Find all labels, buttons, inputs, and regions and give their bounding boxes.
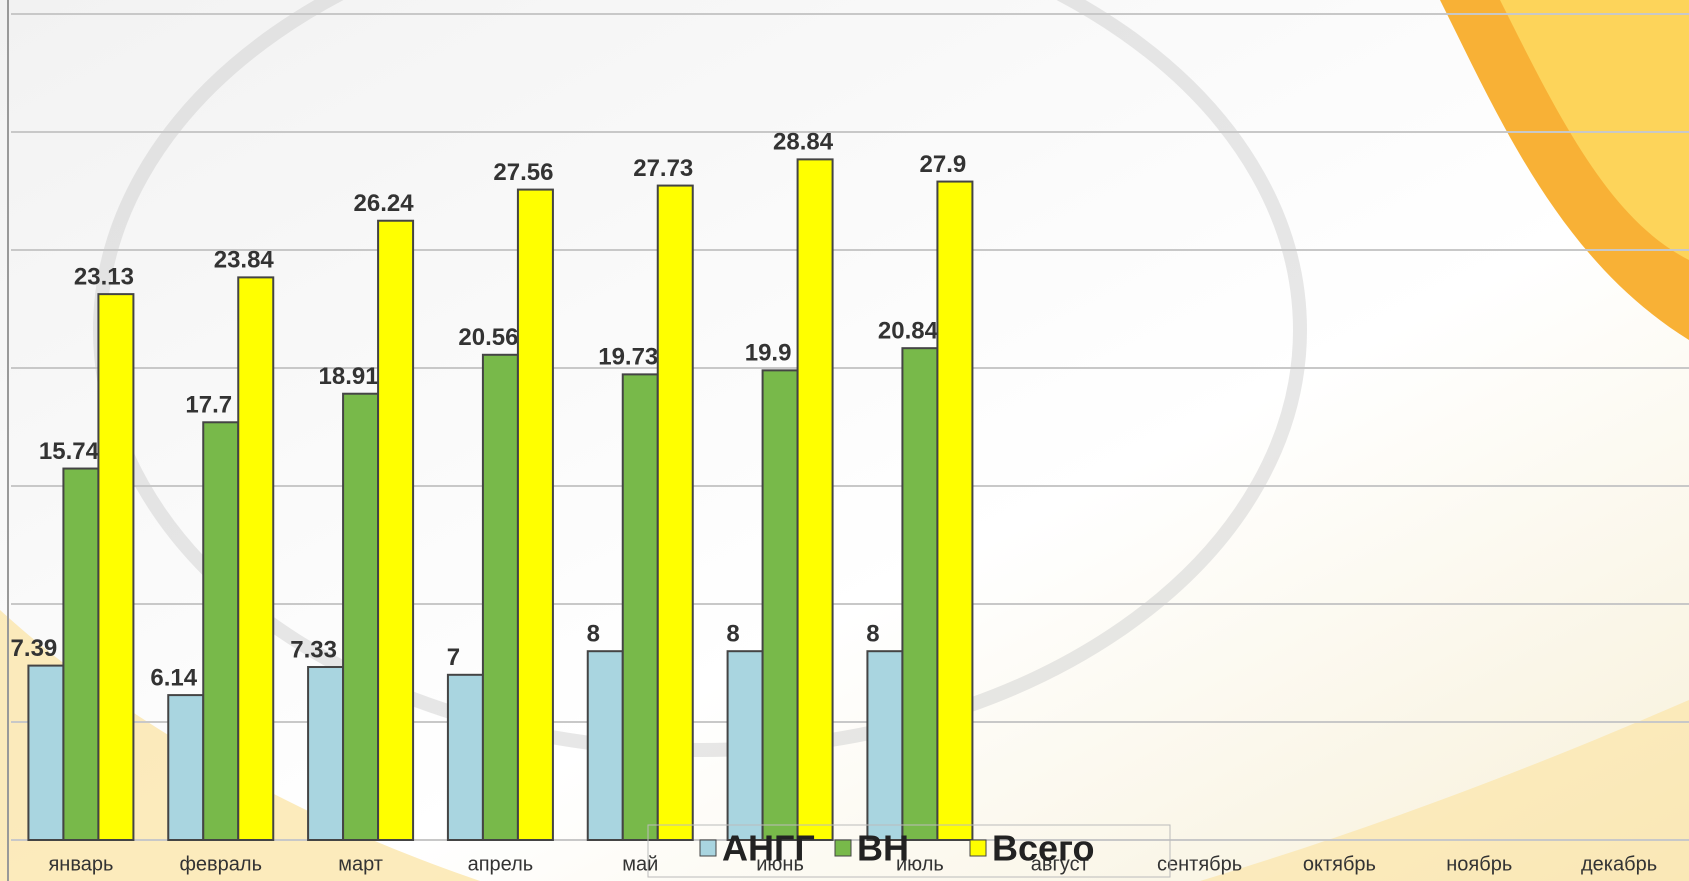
value-label: 23.13: [74, 263, 134, 290]
x-tick-label: ноябрь: [1446, 853, 1512, 875]
bar: [586, 650, 624, 842]
bar: [516, 188, 554, 842]
bar: [377, 219, 415, 841]
value-label: 7.33: [290, 636, 337, 663]
x-tick-label: март: [338, 853, 383, 875]
x-tick-label: август: [1031, 853, 1089, 875]
x-tick-label: май: [622, 853, 658, 875]
x-tick-label: февраль: [179, 853, 262, 875]
bar: [27, 664, 65, 842]
value-label: 19.9: [745, 340, 792, 367]
decor-swoosh: [1500, 0, 1689, 260]
value-label: 7: [447, 644, 460, 671]
value-label: 27.56: [493, 159, 553, 186]
bar: [621, 373, 659, 841]
x-tick-label: декабрь: [1581, 853, 1657, 875]
value-label: 8: [587, 621, 600, 648]
value-label: 6.14: [150, 664, 197, 691]
bar: [656, 184, 694, 841]
value-label: 26.24: [354, 190, 415, 217]
bar: [202, 421, 240, 841]
value-label: 28.84: [773, 129, 834, 156]
value-label: 20.56: [458, 324, 518, 351]
value-label: 19.73: [598, 344, 658, 371]
legend-label: АНГГ: [722, 828, 815, 869]
value-label: 20.84: [878, 318, 939, 345]
legend-label: ВН: [857, 828, 909, 869]
value-label: 27.73: [633, 155, 693, 182]
bar: [936, 180, 974, 841]
bar: [481, 353, 519, 841]
bar: [446, 673, 484, 841]
value-label: 7.39: [11, 635, 58, 662]
value-label: 23.84: [214, 247, 275, 274]
value-label: 8: [866, 621, 879, 648]
bar: [342, 392, 380, 841]
legend-swatch: [699, 839, 717, 857]
x-tick-label: октябрь: [1303, 853, 1376, 875]
bar: [62, 467, 100, 841]
legend-swatch: [834, 839, 852, 857]
bar: [796, 158, 834, 842]
value-label: 8: [726, 621, 739, 648]
x-tick-label: июнь: [756, 853, 804, 875]
legend-swatch: [969, 839, 987, 857]
bar: [97, 293, 135, 841]
value-label: 27.9: [920, 151, 967, 178]
value-label: 17.7: [185, 392, 232, 419]
bar: [761, 369, 799, 841]
x-tick-label: апрель: [468, 853, 534, 875]
x-tick-label: сентябрь: [1157, 853, 1242, 875]
x-tick-label: январь: [48, 853, 113, 875]
bar: [901, 347, 939, 841]
bar: [307, 666, 345, 842]
x-tick-label: июль: [896, 853, 944, 875]
bar: [167, 694, 205, 842]
decor-swoosh: [1200, 700, 1689, 881]
bar: [237, 276, 275, 842]
bar: [866, 650, 904, 842]
value-label: 15.74: [39, 438, 100, 465]
bar: [726, 650, 764, 842]
legend-label: Всего: [992, 828, 1095, 869]
value-label: 18.91: [319, 363, 379, 390]
legend-box: [647, 824, 1171, 878]
